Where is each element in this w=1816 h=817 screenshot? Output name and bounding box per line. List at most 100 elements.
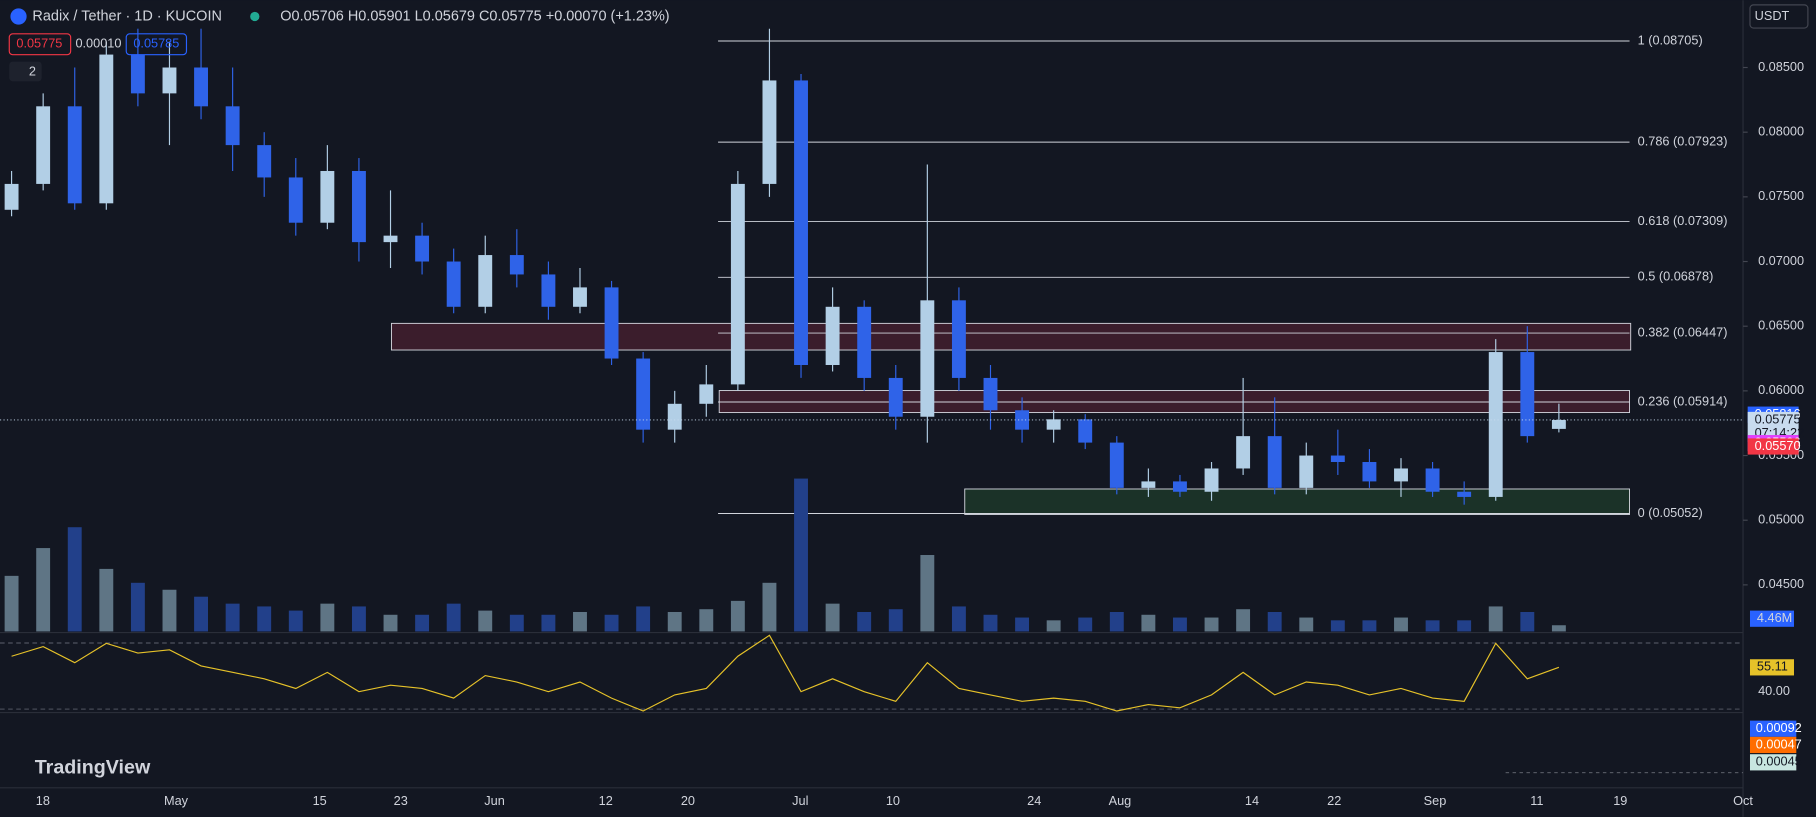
volume-bar	[99, 568, 114, 632]
volume-bar	[604, 614, 619, 632]
candle-body	[1299, 455, 1314, 488]
candle-body	[4, 183, 19, 210]
bid: 0.05775	[16, 36, 62, 51]
fib-label: 0.5 (0.06878)	[1638, 269, 1714, 284]
volume-bar	[194, 596, 208, 632]
candle-body	[383, 235, 398, 243]
candle-body	[1141, 481, 1156, 488]
volume-bar	[920, 555, 935, 632]
volume-bar	[1425, 620, 1440, 632]
x-tick-label: 15	[313, 793, 327, 808]
candle-body	[99, 54, 114, 204]
symbol-icon	[10, 8, 27, 25]
candle-body	[1362, 462, 1377, 482]
fib-label: 1 (0.08705)	[1638, 32, 1703, 47]
currency[interactable]: USDT	[1755, 8, 1790, 23]
x-tick-label: Sep	[1424, 793, 1447, 808]
candle-body	[888, 377, 903, 417]
volume-bar	[541, 614, 556, 632]
volume-bar	[478, 610, 493, 632]
candle-body	[1109, 442, 1124, 488]
volume-bar	[162, 589, 177, 632]
volume-bar	[1078, 617, 1093, 632]
spread: 0.00010	[75, 36, 121, 51]
x-tick-label: 18	[36, 793, 50, 808]
volume-bar	[636, 606, 651, 632]
volume-bar	[1141, 614, 1156, 632]
volume-bar	[1267, 611, 1282, 632]
currency-button[interactable]	[1749, 4, 1809, 29]
candle-body	[1394, 468, 1408, 482]
volume-bar	[509, 614, 524, 632]
candle-body	[541, 274, 556, 307]
volume-bar	[857, 611, 872, 632]
x-tick-label: Jun	[484, 793, 505, 808]
candle-body	[446, 261, 461, 307]
macd-label: 0.00092	[1756, 720, 1802, 735]
candle-body	[762, 80, 777, 184]
volume-bar	[762, 582, 777, 632]
candle-body	[1488, 352, 1503, 497]
volume-bar	[225, 603, 240, 632]
candle-body	[857, 306, 872, 378]
rsi-line	[11, 634, 1560, 712]
x-tick-label: 19	[1613, 793, 1627, 808]
volume-bar	[36, 548, 51, 632]
ask: 0.05785	[133, 36, 179, 51]
x-tick-label: 23	[394, 793, 408, 808]
candle-body	[288, 177, 303, 223]
candle-body	[794, 80, 808, 365]
volume-bar	[446, 603, 461, 632]
volume-bar	[1046, 620, 1061, 632]
indicator-toggle[interactable]	[9, 61, 42, 82]
volume-bar	[1299, 617, 1314, 632]
logo: TradingView	[35, 756, 151, 778]
candle-body	[1267, 436, 1282, 488]
fib-label: 0 (0.05052)	[1638, 505, 1703, 520]
candle-body	[825, 306, 840, 365]
volume-bar	[67, 527, 82, 632]
volume-bar	[1457, 620, 1472, 632]
volume-bar	[1362, 620, 1377, 632]
y-tick-label: 0.07000	[1758, 253, 1804, 268]
candle-body	[573, 287, 587, 307]
support-zone	[964, 488, 1630, 515]
volume-bar	[573, 611, 587, 632]
candle-body	[1425, 468, 1440, 492]
y-tick-label: 0.06000	[1758, 382, 1804, 397]
volume-bar	[794, 478, 808, 632]
symbol: Radix / Tether · 1D · KUCOIN	[32, 8, 221, 24]
ask-box	[125, 33, 188, 56]
volume-label: 4.46M	[1757, 610, 1792, 625]
x-tick-label: 24	[1027, 793, 1041, 808]
macd-tag	[1749, 736, 1797, 754]
volume-bar	[1488, 606, 1503, 632]
candle-body	[194, 67, 208, 107]
candle-body	[257, 145, 272, 178]
zones	[390, 322, 1632, 515]
volume-bar	[351, 606, 366, 632]
candle-body	[320, 170, 335, 223]
indicator-count[interactable]: 2	[29, 63, 36, 78]
volume-bar	[983, 614, 998, 632]
volume-bar	[130, 582, 145, 632]
volume-bar	[1330, 620, 1345, 632]
fib-label: 0.786 (0.07923)	[1638, 133, 1728, 148]
candle-body	[920, 300, 935, 417]
x-tick-label: May	[164, 793, 189, 808]
volume-bar	[1015, 617, 1030, 632]
volume-bar	[1551, 625, 1566, 632]
candle-body	[1173, 481, 1187, 492]
candle-body	[1551, 419, 1566, 429]
volume-bar	[888, 609, 903, 632]
candle-body	[67, 106, 82, 204]
candle-body	[699, 384, 714, 404]
x-tick-label: 22	[1327, 793, 1341, 808]
volume-bar	[288, 610, 303, 632]
volume-bar	[1520, 611, 1535, 632]
candle-body	[604, 287, 619, 359]
volume-bar	[951, 606, 966, 632]
candle-body	[983, 377, 998, 411]
candle-body	[351, 170, 366, 243]
